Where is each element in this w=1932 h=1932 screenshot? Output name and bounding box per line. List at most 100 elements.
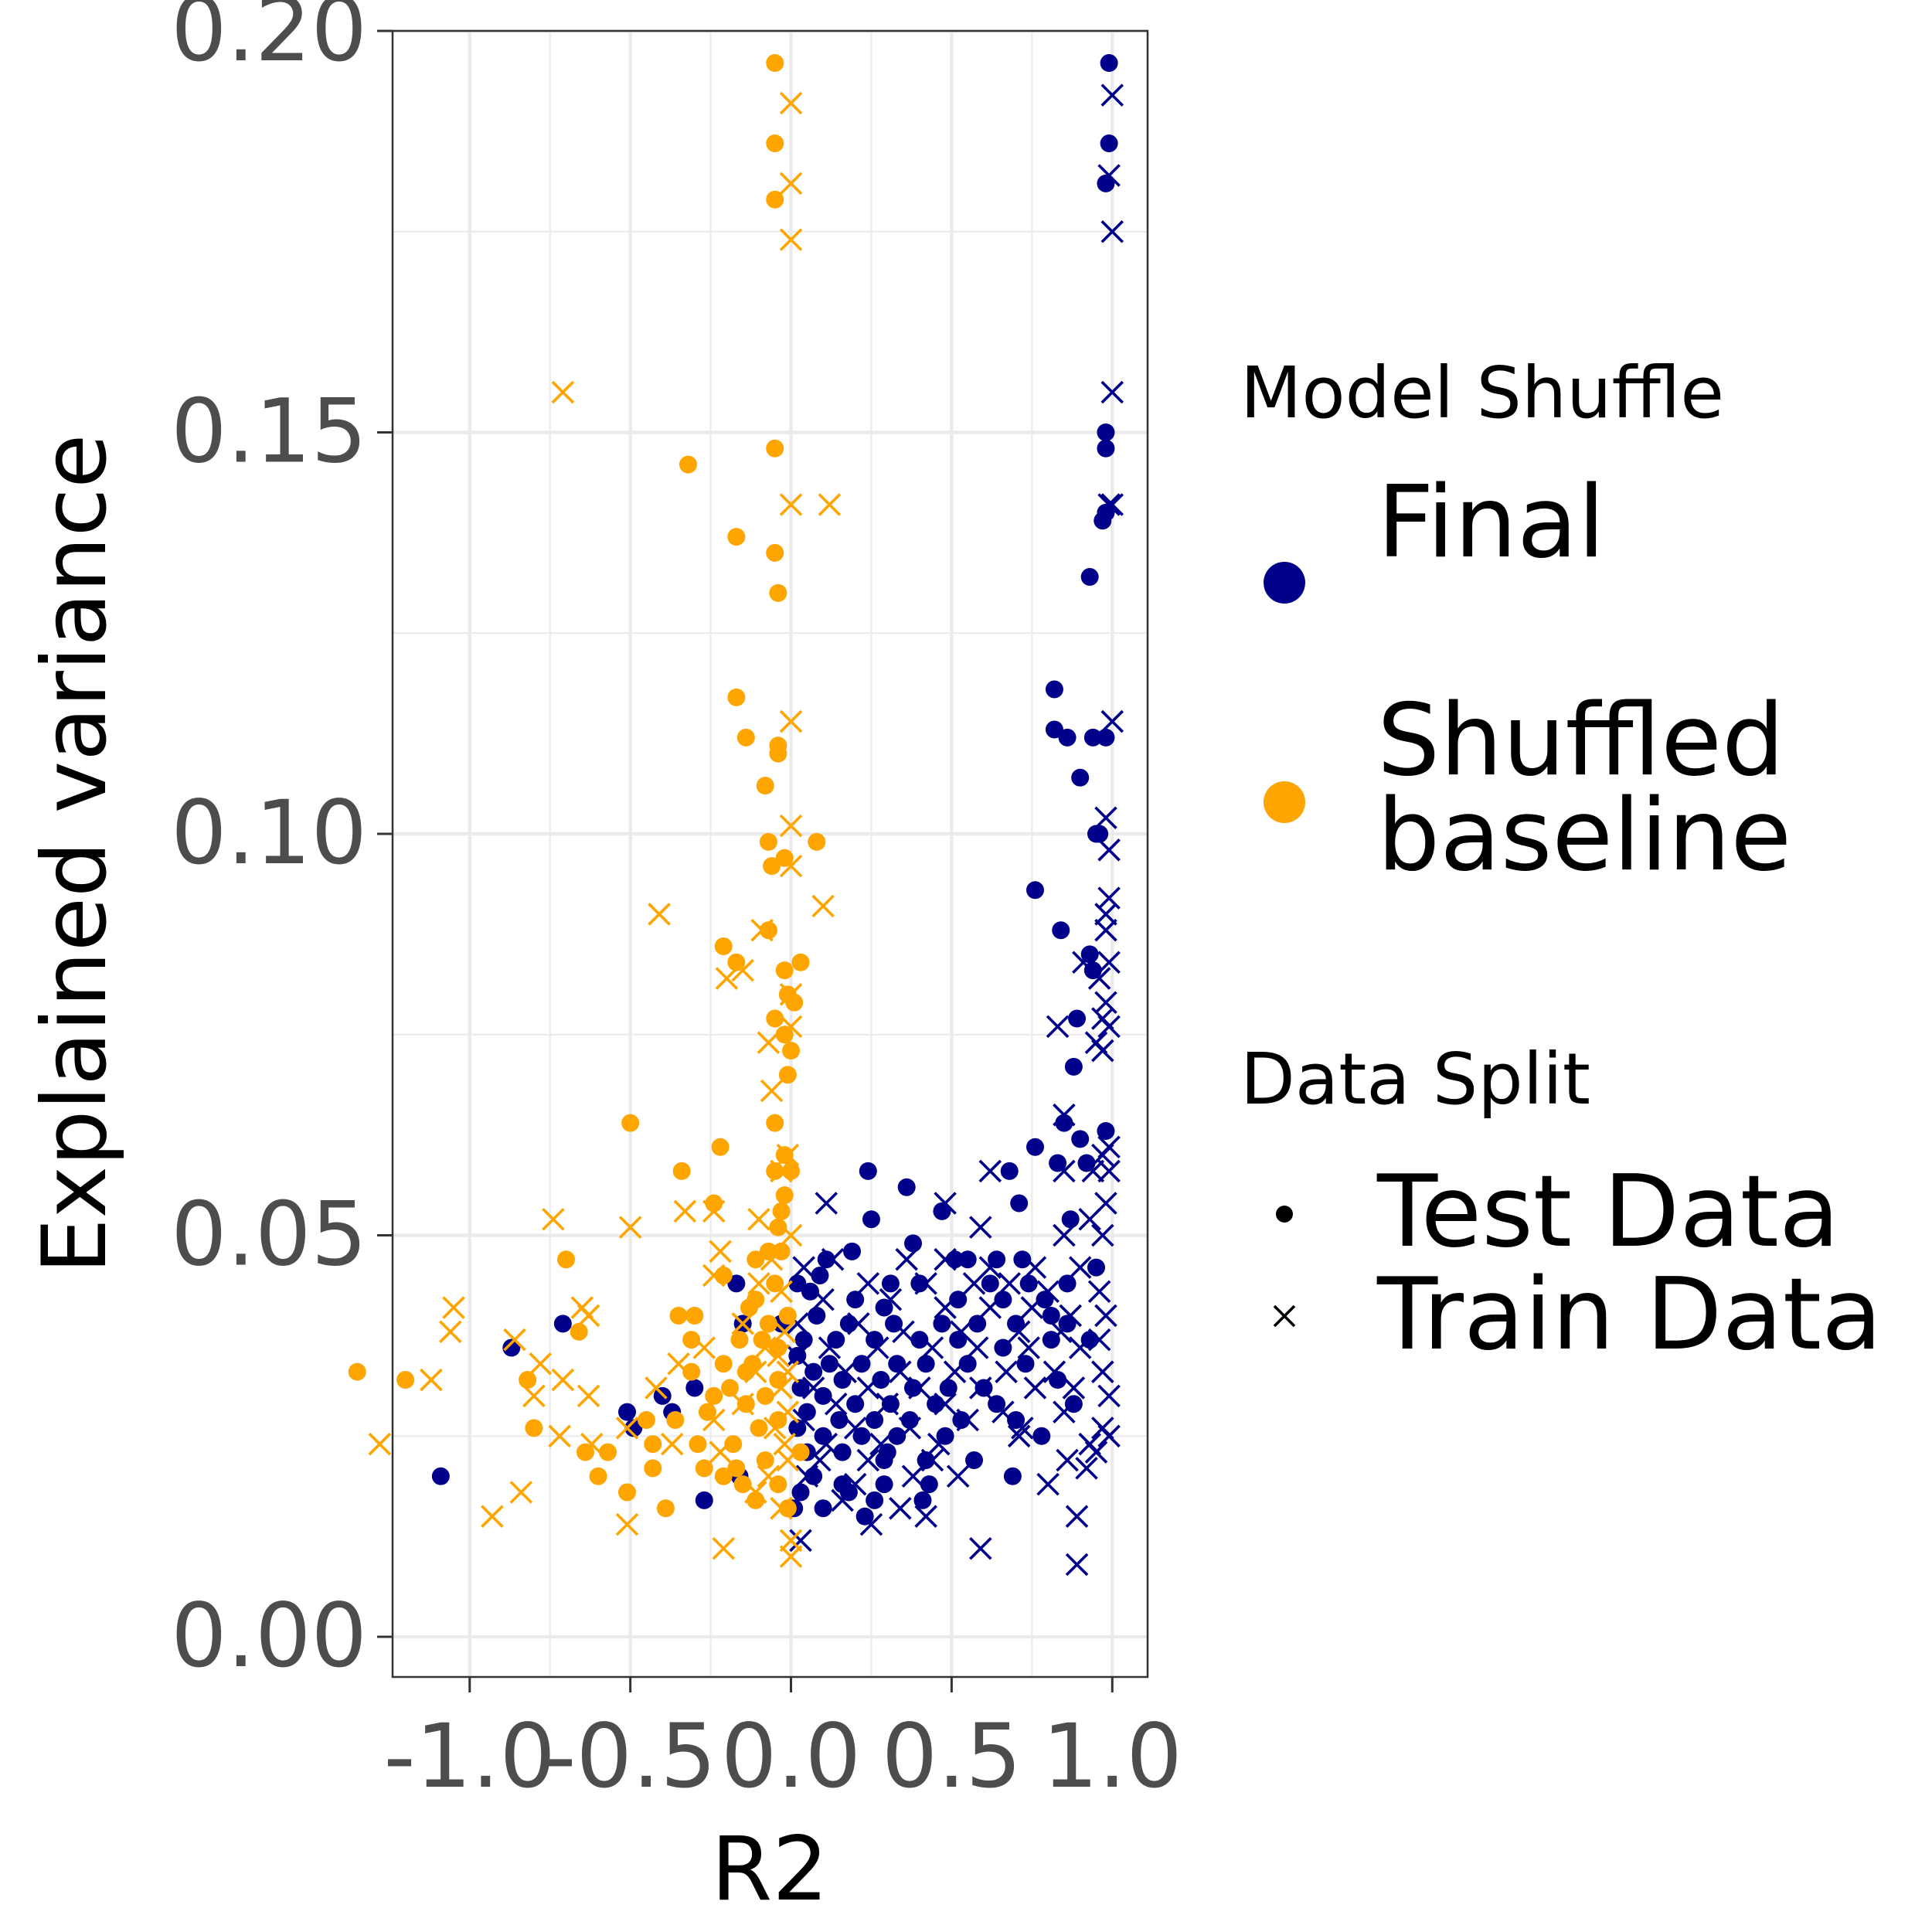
y-tick-label: 0.10	[171, 781, 367, 884]
data-point-cross	[1036, 1472, 1060, 1496]
data-point-circle	[772, 1202, 791, 1220]
data-point-cross	[801, 1376, 825, 1400]
legend-label: baseline	[1377, 778, 1791, 893]
data-point-circle	[939, 1379, 957, 1397]
data-point-circle	[1094, 512, 1112, 530]
data-point-circle	[714, 937, 733, 955]
data-point-cross	[750, 918, 774, 942]
data-point-circle	[952, 1411, 971, 1430]
data-point-circle	[599, 1443, 617, 1461]
data-point-circle	[866, 1491, 884, 1509]
data-point-cross	[1007, 1424, 1031, 1448]
legend-title-model-shuffle: Model Shuffle	[1240, 352, 1724, 434]
data-point-circle	[689, 1435, 707, 1454]
data-point-cross	[1097, 1424, 1121, 1448]
data-point-cross	[898, 1417, 922, 1440]
data-point-cross	[779, 493, 803, 516]
data-point-circle	[791, 953, 810, 971]
data-point-circle	[644, 1459, 662, 1478]
data-point-cross	[914, 1505, 937, 1528]
data-point-cross	[856, 1272, 880, 1295]
data-point-cross	[757, 1031, 781, 1054]
data-point-cross	[821, 1247, 845, 1271]
data-point-cross	[1094, 903, 1117, 926]
data-point-circle	[866, 1411, 884, 1430]
data-point-cross	[1065, 1553, 1089, 1577]
data-point-cross	[934, 1296, 957, 1319]
data-point-cross	[779, 1529, 803, 1553]
data-point-circle	[1052, 921, 1070, 940]
data-point-circle	[949, 1291, 968, 1309]
data-point-cross	[776, 1400, 800, 1423]
data-point-cross	[895, 1247, 918, 1271]
data-point-circle	[888, 1427, 906, 1445]
data-point-cross	[1100, 493, 1124, 516]
data-point-cross	[992, 1400, 1015, 1423]
data-point-cross	[747, 1207, 770, 1231]
data-point-circle	[1100, 54, 1118, 73]
data-point-circle	[859, 1162, 877, 1180]
data-point-circle	[766, 1162, 784, 1180]
x-tick-label: -0.5	[544, 1705, 716, 1808]
data-point-circle	[759, 1315, 777, 1333]
data-point-cross	[709, 1240, 732, 1264]
data-point-circle	[846, 1395, 865, 1413]
data-point-circle	[727, 1274, 746, 1293]
x-tick-label: -1.0	[384, 1705, 556, 1808]
points-layer	[348, 54, 1124, 1577]
data-point-circle	[736, 1395, 755, 1413]
data-point-circle	[1071, 768, 1090, 787]
data-point-circle	[1013, 1250, 1032, 1269]
data-point-cross	[767, 1344, 790, 1368]
data-point-circle	[730, 1331, 749, 1349]
y-axis-title: Explained variance	[23, 434, 126, 1274]
data-point-circle	[705, 1386, 723, 1405]
data-point-cross	[1097, 493, 1121, 516]
data-point-circle	[753, 1331, 771, 1349]
data-point-circle	[589, 1467, 607, 1485]
data-point-cross	[1043, 1360, 1066, 1383]
data-point-circle	[769, 583, 787, 602]
data-point-cross	[580, 1432, 604, 1456]
data-point-cross	[776, 1143, 800, 1167]
data-point-cross	[1075, 1457, 1098, 1480]
data-point-circle	[788, 1274, 807, 1293]
data-point-circle	[1083, 728, 1102, 747]
data-point-circle	[808, 1306, 826, 1325]
data-point-cross	[660, 1432, 684, 1456]
data-point-cross	[815, 1192, 838, 1215]
data-point-cross	[818, 493, 842, 516]
data-point-circle	[778, 1306, 797, 1325]
data-point-cross	[969, 1536, 992, 1560]
data-point-cross	[831, 1488, 854, 1512]
data-point-cross	[1091, 1223, 1114, 1247]
data-point-cross	[1046, 1015, 1070, 1039]
legend-label: Train Data	[1376, 1257, 1882, 1372]
data-point-cross	[770, 1376, 793, 1400]
data-point-circle	[1026, 881, 1044, 900]
data-point-circle	[775, 961, 794, 980]
data-point-circle	[968, 1315, 987, 1333]
data-point-circle	[994, 1291, 1012, 1309]
data-point-cross	[1020, 1296, 1044, 1319]
data-point-circle	[756, 1386, 774, 1405]
data-point-circle	[791, 1443, 810, 1461]
data-point-circle	[1097, 439, 1115, 457]
data-point-cross	[789, 1529, 812, 1553]
data-point-circle	[756, 1451, 774, 1469]
data-point-cross	[1097, 1015, 1121, 1039]
data-point-circle	[711, 1138, 730, 1156]
data-point-cross	[753, 1336, 777, 1359]
data-point-cross	[1087, 967, 1111, 990]
data-point-cross	[811, 1287, 835, 1311]
data-point-circle	[682, 1362, 701, 1381]
data-point-cross	[1100, 380, 1124, 404]
data-point-cross	[503, 1328, 526, 1352]
x-tick-label: 0.0	[721, 1705, 861, 1808]
data-point-circle	[695, 1491, 713, 1509]
data-point-circle	[766, 543, 784, 562]
data-point-circle	[958, 1355, 977, 1373]
data-point-circle	[1068, 1009, 1087, 1028]
data-point-cross	[1097, 1159, 1121, 1183]
